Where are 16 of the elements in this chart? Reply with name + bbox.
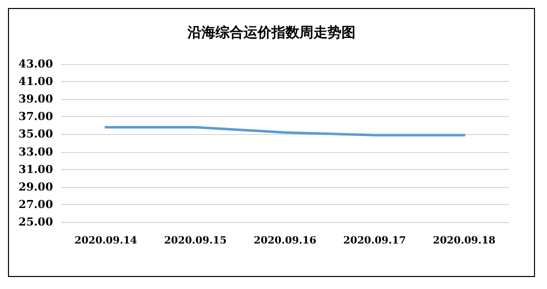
y-tick-label: 43.00 (18, 58, 54, 70)
y-tick-label: 39.00 (18, 92, 54, 106)
y-tick-label: 27.00 (18, 198, 54, 211)
x-tick-label: 2020.09.18 (432, 236, 496, 246)
y-tick-label: 29.00 (18, 180, 54, 194)
chart-title: 沿海综合运价指数周走势图 (186, 24, 356, 41)
y-tick-label: 31.00 (18, 162, 54, 176)
x-tick-label: 2020.09.16 (254, 236, 316, 246)
x-tick-label: 2020.09.17 (343, 236, 406, 246)
y-tick-label: 25.00 (18, 216, 54, 228)
y-tick-label: 35.00 (18, 128, 54, 141)
y-tick-label: 41.00 (18, 75, 54, 88)
x-tick-label: 2020.09.14 (74, 236, 138, 246)
y-tick-label: 37.00 (18, 110, 54, 124)
x-tick-label: 2020.09.15 (164, 236, 227, 246)
y-tick-label: 33.00 (18, 145, 54, 158)
